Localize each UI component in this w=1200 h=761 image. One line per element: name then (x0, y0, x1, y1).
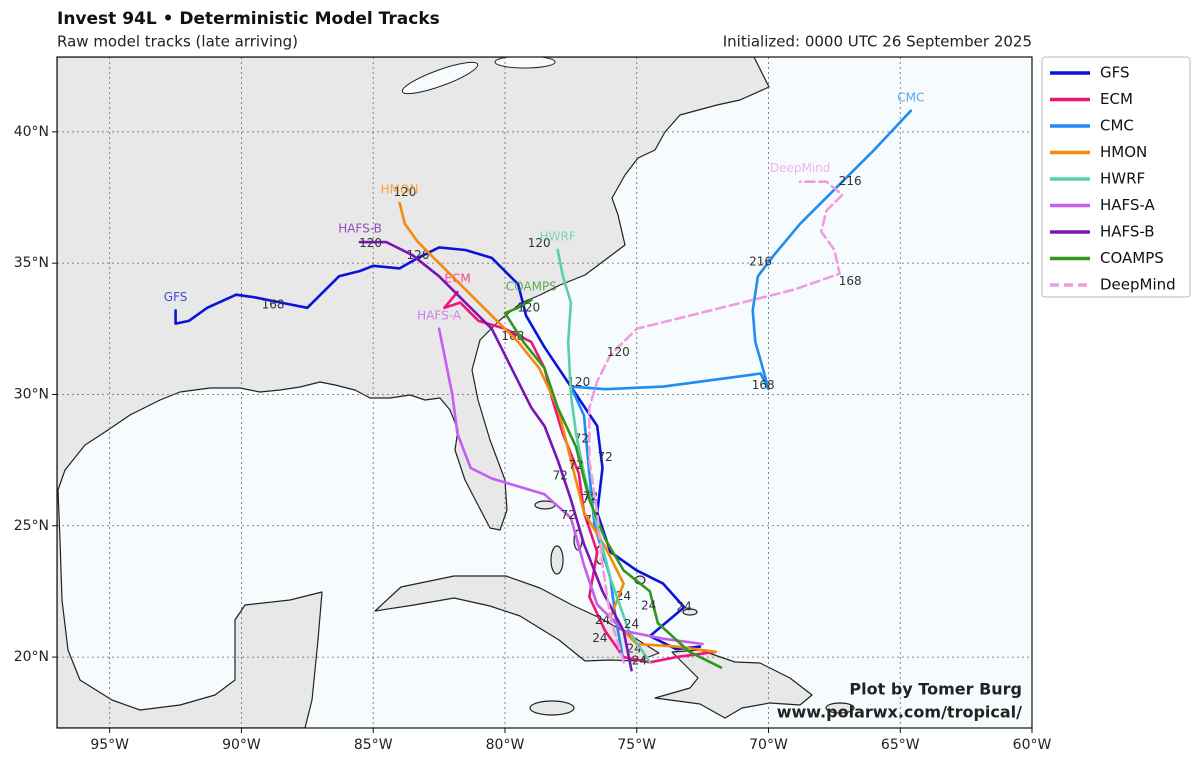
y-tick-label: 40°N (14, 124, 49, 140)
hour-label: 24 (641, 598, 656, 612)
track (503, 298, 723, 669)
x-tick-label: 85°W (354, 737, 393, 753)
hour-label: 72 (561, 508, 576, 522)
map-frame (56, 56, 1033, 729)
legend-label: COAMPS (1100, 249, 1164, 267)
hour-label: 168 (752, 378, 775, 392)
hour-label: 120 (407, 248, 430, 262)
y-tick-label: 20°N (14, 649, 49, 665)
legend-label: HWRF (1100, 170, 1145, 188)
track-name-label: COAMPS (506, 279, 557, 293)
x-tick-label: 90°W (222, 737, 261, 753)
legend-label: HAFS-B (1100, 223, 1155, 241)
track-name-label: DeepMind (770, 161, 831, 175)
credit-url: www.polarwx.com/tropical/ (777, 703, 1022, 722)
grid (57, 57, 1032, 728)
puerto-rico (825, 702, 855, 714)
hour-label: 24 (624, 617, 639, 631)
legend-label: GFS (1100, 64, 1130, 82)
x-tick-label: 80°W (486, 737, 525, 753)
track-name-label: CMC (897, 90, 924, 104)
credit: Plot by Tomer Burg (849, 680, 1022, 699)
hour-label: 120 (567, 375, 590, 389)
track (569, 109, 913, 664)
legend-label: HMON (1100, 143, 1147, 161)
legend-label: DeepMind (1100, 276, 1176, 294)
hour-label: 120 (607, 345, 630, 359)
legend-label: HAFS-A (1100, 196, 1156, 214)
mainland (57, 57, 770, 728)
chart-subtitle: Raw model tracks (late arriving) (57, 33, 298, 51)
legend-box (1041, 56, 1191, 298)
legend: GFS ECM CMC HMON HWRF HAFS-A HAFS-B COAMPS DeepM… (1041, 56, 1191, 298)
x-tick-label: 65°W (881, 737, 920, 753)
track-name-label: HWRF (540, 230, 576, 244)
hour-label: 72 (597, 450, 612, 464)
tracks: 1681207224GFS1687224ECM2161681207224CMC1… (164, 90, 924, 672)
hour-label: 120 (359, 236, 382, 250)
hour-label: 24 (677, 600, 692, 614)
track (437, 327, 704, 646)
hour-label: 168 (839, 274, 862, 288)
track-name-label: HMON (381, 182, 419, 196)
turks-caicos (682, 608, 698, 616)
hour-label: 168 (262, 298, 285, 312)
track (588, 180, 844, 664)
legend-label: CMC (1100, 117, 1134, 135)
track (174, 246, 702, 651)
track-name-label: HAFS-A (417, 308, 462, 322)
hour-label: 24 (595, 613, 610, 627)
hour-label: 216 (839, 174, 862, 188)
y-tick-label: 35°N (14, 255, 49, 271)
track-name-label: GFS (164, 290, 188, 304)
hour-label: 24 (592, 631, 607, 645)
legend-label: ECM (1100, 90, 1133, 108)
bahamas-island (550, 545, 564, 575)
y-tick-label: 25°N (14, 518, 49, 534)
axes: 95°W 90°W 85°W 80°W 75°W 70°W 65°W 60°W 20°N 25°N… (14, 124, 1052, 753)
x-tick-label: 60°W (1013, 737, 1052, 753)
lake (401, 61, 479, 95)
track (358, 240, 633, 672)
hour-label: 216 (749, 254, 772, 268)
x-tick-label: 75°W (617, 737, 656, 753)
y-tick-label: 30°N (14, 386, 49, 402)
init-time: Initialized: 0000 UTC 26 September 2025 (723, 33, 1032, 51)
track (556, 248, 652, 664)
x-tick-label: 95°W (90, 737, 129, 753)
hour-label: 120 (528, 236, 551, 250)
track-name-label: HAFS-B (338, 222, 382, 236)
map: 1681207224GFS1687224ECM2161681207224CMC1… (57, 57, 1032, 728)
chart-title: Invest 94L • Deterministic Model Tracks (57, 9, 440, 29)
hispaniola (654, 649, 813, 719)
hour-label: 72 (553, 468, 568, 482)
hour-label: 24 (632, 654, 647, 668)
hour-label: 120 (393, 185, 416, 199)
hour-label: 120 (517, 300, 540, 314)
x-tick-label: 70°W (749, 737, 788, 753)
lake (494, 57, 556, 69)
jamaica (529, 700, 575, 716)
